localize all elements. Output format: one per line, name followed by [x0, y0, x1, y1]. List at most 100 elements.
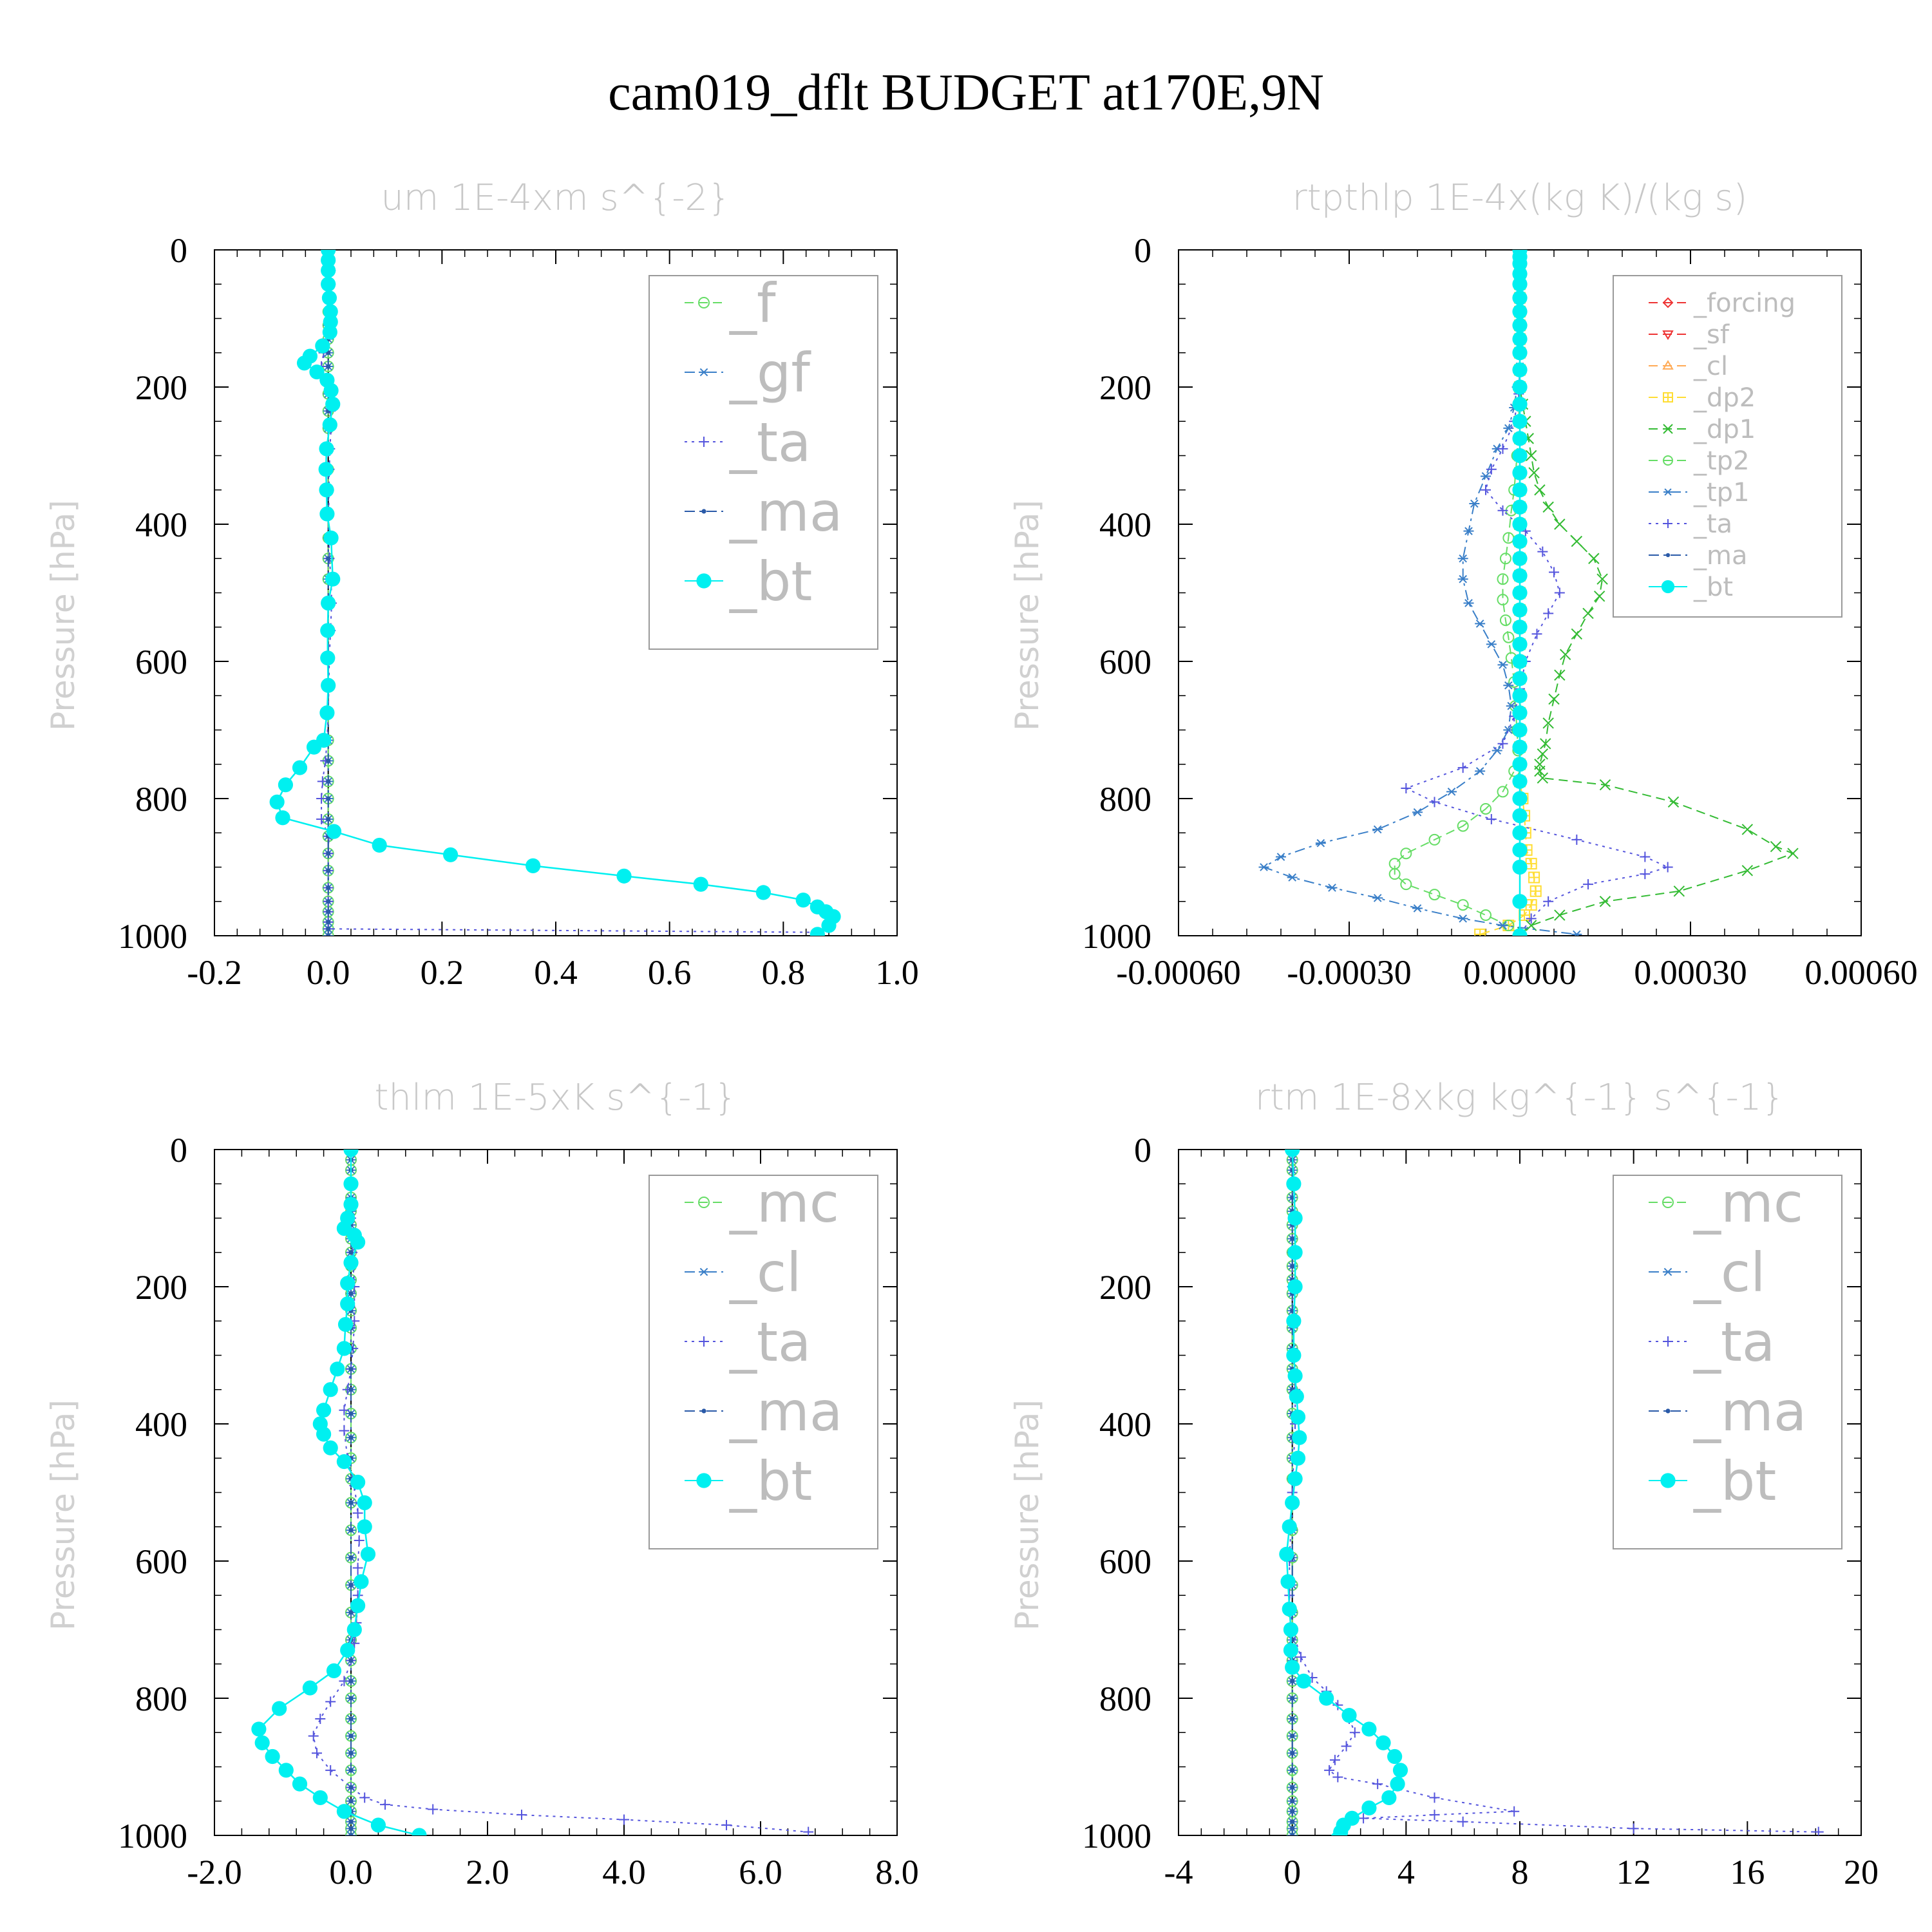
y-tick-label: 600 — [135, 643, 187, 681]
x-tick-label: 1.0 — [875, 953, 919, 992]
data-point — [1486, 640, 1497, 649]
data-point — [1665, 1408, 1671, 1414]
legend-entry: _mc — [685, 1171, 839, 1235]
data-point — [1741, 824, 1754, 835]
data-point — [321, 263, 336, 278]
data-point — [1401, 783, 1412, 794]
series-line-bt — [258, 1150, 427, 1835]
data-point — [326, 851, 331, 856]
data-point — [1290, 1236, 1295, 1242]
data-point — [1543, 896, 1554, 907]
data-point — [1372, 1779, 1383, 1790]
data-point — [254, 1735, 270, 1750]
x-tick-label: 4.0 — [602, 1853, 646, 1891]
data-point — [1663, 392, 1673, 402]
data-point — [1582, 607, 1594, 620]
data-point — [322, 417, 337, 433]
data-point — [1512, 290, 1528, 306]
data-point — [1457, 914, 1468, 923]
data-point — [1290, 1799, 1295, 1804]
data-point — [1663, 424, 1673, 434]
data-point — [278, 1763, 294, 1778]
data-point — [306, 739, 322, 755]
y-tick-label: 400 — [135, 506, 187, 544]
data-point — [1282, 1519, 1297, 1535]
data-point — [526, 858, 541, 873]
data-point — [323, 383, 339, 398]
data-point — [1540, 738, 1551, 750]
data-point — [795, 893, 811, 908]
data-point — [1512, 654, 1528, 669]
data-point — [325, 571, 341, 587]
data-point — [348, 1387, 354, 1392]
data-point — [1596, 573, 1608, 585]
data-point — [296, 355, 312, 371]
data-point — [1512, 757, 1528, 772]
legend-entry: _f — [685, 272, 777, 335]
data-point — [1599, 896, 1611, 907]
data-point — [693, 876, 708, 892]
y-tick-label: 0 — [1134, 231, 1151, 270]
data-point — [1571, 535, 1583, 547]
data-point — [1548, 693, 1560, 705]
data-point — [1387, 1748, 1403, 1765]
data-point — [1290, 1733, 1295, 1739]
data-point — [348, 1716, 354, 1721]
data-point — [1290, 1409, 1306, 1425]
data-point — [348, 1500, 354, 1506]
y-tick-label: 200 — [135, 368, 187, 407]
legend-label: _f — [729, 272, 777, 335]
legend-entry: _cl — [1649, 352, 1728, 381]
data-point — [1512, 636, 1528, 652]
data-point — [360, 1546, 376, 1562]
panel-title: rtpthlp 1E-4x(kg K)/(kg s) — [1293, 177, 1748, 219]
data-point — [1497, 443, 1508, 454]
data-point — [348, 1696, 354, 1701]
data-point — [1475, 767, 1486, 775]
data-point — [340, 1276, 355, 1291]
data-point — [1662, 1197, 1674, 1208]
data-point — [1292, 1430, 1307, 1445]
data-point — [1663, 1267, 1673, 1276]
x-tick-label: 0 — [1283, 1853, 1301, 1891]
data-point — [292, 1776, 308, 1792]
legend-label: _ma — [1693, 541, 1747, 571]
data-point — [1661, 580, 1675, 594]
data-point — [1512, 448, 1528, 464]
data-point — [323, 931, 334, 936]
data-point — [699, 437, 709, 447]
y-axis-label: Pressure [hPa] — [44, 500, 82, 731]
series-group — [1279, 1150, 1824, 1835]
data-point — [348, 1291, 354, 1296]
data-point — [1571, 834, 1582, 845]
data-point — [1457, 899, 1469, 911]
data-point — [1492, 746, 1502, 755]
chart-panel-4: rtm 1E-8xkg kg^{-1} s^{-1} Pressure [hPa]… — [1009, 1077, 1879, 1891]
legend-entry: _forcing — [1649, 289, 1795, 318]
data-point — [821, 918, 837, 933]
legend-label: _ma — [729, 480, 842, 544]
data-point — [1341, 1741, 1352, 1752]
data-point — [321, 252, 336, 268]
data-point — [701, 1408, 706, 1414]
data-point — [348, 1768, 354, 1773]
data-point — [1388, 868, 1401, 880]
data-point — [1280, 1574, 1296, 1589]
data-point — [343, 1176, 359, 1191]
y-tick-label: 1000 — [1082, 1817, 1151, 1855]
legend-entry: _gf — [685, 341, 811, 404]
data-point — [251, 1721, 267, 1737]
data-point — [1512, 551, 1528, 566]
data-point — [326, 556, 331, 561]
data-point — [1287, 1831, 1298, 1835]
legend-label: _ta — [1693, 1311, 1775, 1374]
data-point — [1376, 1735, 1391, 1750]
data-point — [1583, 879, 1593, 890]
y-tick-label: 400 — [1099, 1405, 1151, 1444]
data-point — [1512, 859, 1528, 875]
data-point — [1282, 1601, 1297, 1617]
data-point — [701, 509, 706, 514]
legend-label: _cl — [1693, 1241, 1766, 1304]
legend-entry: _cl — [685, 1241, 802, 1304]
data-point — [1640, 851, 1651, 862]
